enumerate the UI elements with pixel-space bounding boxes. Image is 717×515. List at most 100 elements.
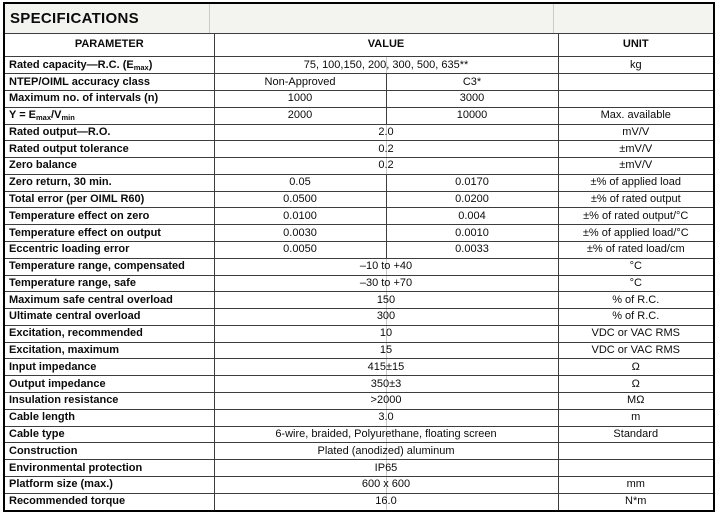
parameter-cell: Insulation resistance	[3, 392, 215, 410]
table-row: Temperature effect on zero 0.0100 0.004 ±%…	[3, 207, 715, 226]
unit-cell: ±% of applied load	[557, 173, 715, 192]
table-row: Output impedance 350±3 Ω	[3, 375, 715, 393]
parameter-cell: Environmental protection	[3, 459, 215, 477]
value-cell: 0.0010	[385, 224, 559, 242]
column-header-value: VALUE	[213, 32, 559, 58]
table-row: Ultimate central overload 300% of R.C.	[3, 308, 715, 326]
table-row: Rated output tolerance 0.2 ±mV/V	[3, 140, 715, 159]
table-row: Eccentric loading error 0.0050 0.0033 ±% o…	[3, 240, 715, 259]
value-cell: 415±15	[213, 358, 559, 377]
table-row: Rated capacity—R.C. (Emax) 75, 100,150, …	[3, 56, 715, 75]
parameter-cell: Maximum safe central overload	[3, 291, 215, 310]
table-title-row: SPECIFICATIONS	[3, 2, 715, 34]
unit-cell: MΩ	[557, 392, 715, 410]
value-cell: –10 to +40	[213, 257, 559, 276]
parameter-cell: Eccentric loading error	[3, 240, 215, 259]
parameter-cell: Construction	[3, 442, 215, 461]
table-row: Total error (per OIML R60) 0.0500 0.0200 ±…	[3, 190, 715, 209]
value-cell: 300	[213, 308, 559, 326]
parameter-cell: Maximum no. of intervals (n)	[3, 89, 215, 108]
table-row: Environmental protection IP65	[3, 459, 715, 477]
table-row: Zero return, 30 min. 0.05 0.0170 ±% of app…	[3, 173, 715, 192]
unit-cell: Standard	[557, 425, 715, 444]
parameter-cell: Output impedance	[3, 375, 215, 393]
specifications-table: SPECIFICATIONS PARAMETER VALUE UNIT Rate…	[3, 2, 715, 512]
value-cell: 10	[213, 324, 559, 343]
value-cell: 3000	[385, 89, 559, 108]
value-cell: 2.0	[213, 123, 559, 142]
parameter-cell: Platform size (max.)	[3, 475, 215, 494]
unit-cell: mm	[557, 475, 715, 494]
value-cell: 16.0	[213, 492, 559, 512]
value-cell: 0.2	[213, 157, 559, 175]
unit-cell: Ω	[557, 358, 715, 377]
table-row: Cable type 6-wire, braided, Polyurethane…	[3, 425, 715, 444]
parameter-cell: Ultimate central overload	[3, 308, 215, 326]
unit-cell: m	[557, 408, 715, 427]
value-cell: 75, 100,150, 200, 300, 500, 635**	[213, 56, 559, 75]
unit-cell	[557, 459, 715, 477]
unit-cell: kg	[557, 56, 715, 75]
parameter-cell: Temperature effect on zero	[3, 207, 215, 226]
unit-cell: ±% of applied load/°C	[557, 224, 715, 242]
unit-cell: Ω	[557, 375, 715, 393]
parameter-cell: Rated capacity—R.C. (Emax)	[3, 56, 215, 75]
unit-cell: mV/V	[557, 123, 715, 142]
table-row: Maximum safe central overload 150% of R.…	[3, 291, 715, 310]
value-cell: 0.0050	[213, 240, 387, 259]
table-row: Rated output—R.O. 2.0 mV/V	[3, 123, 715, 142]
unit-cell: % of R.C.	[557, 291, 715, 310]
unit-cell: °C	[557, 274, 715, 293]
unit-cell: ±% of rated load/cm	[557, 240, 715, 259]
parameter-cell: NTEP/OIML accuracy class	[3, 73, 215, 91]
table-row: Temperature range, safe –30 to +70 °C	[3, 274, 715, 293]
table-row: Input impedance 415±15 Ω	[3, 358, 715, 377]
column-header-unit: UNIT	[557, 32, 715, 58]
table-row: NTEP/OIML accuracy class Non-Approved C3*	[3, 73, 715, 91]
column-header-parameter: PARAMETER	[3, 32, 215, 58]
parameter-cell: Rated output tolerance	[3, 140, 215, 159]
table-row: Zero balance 0.2 ±mV/V	[3, 157, 715, 175]
table-row: Temperature range, compensated –10 to +4…	[3, 257, 715, 276]
value-cell: IP65	[213, 459, 559, 477]
unit-cell	[557, 89, 715, 108]
parameter-cell: Total error (per OIML R60)	[3, 190, 215, 209]
parameter-cell: Cable length	[3, 408, 215, 427]
unit-cell: ±mV/V	[557, 157, 715, 175]
table-row: Platform size (max.) 600 x 600 mm	[3, 475, 715, 494]
unit-cell: Max. available	[557, 106, 715, 125]
parameter-cell: Temperature range, compensated	[3, 257, 215, 276]
value-cell: Plated (anodized) aluminum	[213, 442, 559, 461]
unit-cell: ±% of rated output	[557, 190, 715, 209]
value-cell: 0.0100	[213, 207, 387, 226]
value-cell: 150	[213, 291, 559, 310]
value-cell: 0.0500	[213, 190, 387, 209]
table-row: Cable length 3.0 m	[3, 408, 715, 427]
unit-cell: N*m	[557, 492, 715, 512]
table-row: Excitation, recommended 10 VDC or VAC RMS	[3, 324, 715, 343]
value-cell: 0.0033	[385, 240, 559, 259]
parameter-cell: Rated output—R.O.	[3, 123, 215, 142]
unit-cell: VDC or VAC RMS	[557, 341, 715, 360]
value-cell: C3*	[385, 73, 559, 91]
unit-cell: ±% of rated output/°C	[557, 207, 715, 226]
parameter-cell: Temperature range, safe	[3, 274, 215, 293]
value-cell: 3.0	[213, 408, 559, 427]
table-row: Recommended torque 16.0 N*m	[3, 492, 715, 512]
unit-cell: °C	[557, 257, 715, 276]
unit-cell: ±mV/V	[557, 140, 715, 159]
parameter-cell: Excitation, maximum	[3, 341, 215, 360]
value-cell: 2000	[213, 106, 387, 125]
table-title: SPECIFICATIONS	[3, 2, 715, 34]
table-row: Insulation resistance >2000 MΩ	[3, 392, 715, 410]
unit-cell: % of R.C.	[557, 308, 715, 326]
unit-cell: VDC or VAC RMS	[557, 324, 715, 343]
table-row: Y = Emax/Vmin 2000 10000 Max. available	[3, 106, 715, 125]
value-cell: 0.0200	[385, 190, 559, 209]
table-row: Temperature effect on output 0.0030 0.001…	[3, 224, 715, 242]
value-cell: Non-Approved	[213, 73, 387, 91]
table-header-row: PARAMETER VALUE UNIT	[3, 32, 715, 58]
table-body: Rated capacity—R.C. (Emax) 75, 100,150, …	[3, 56, 715, 512]
value-cell: 0.004	[385, 207, 559, 226]
